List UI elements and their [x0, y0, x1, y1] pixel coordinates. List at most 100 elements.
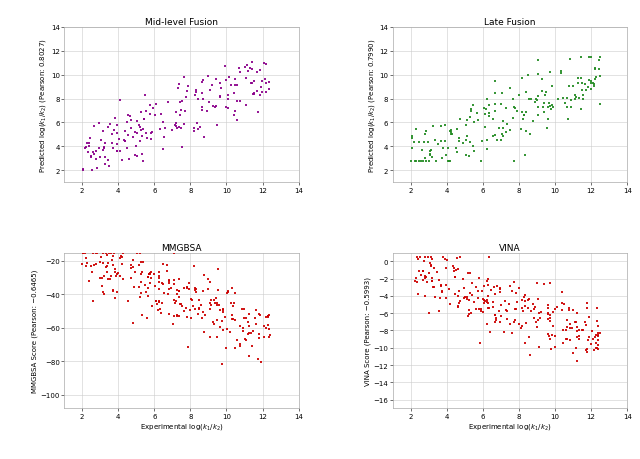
- Point: [543, 331, 553, 338]
- Point: [511, 305, 522, 313]
- Point: [452, 149, 462, 156]
- Point: [132, 118, 143, 126]
- Point: [179, 308, 189, 315]
- Point: [112, 140, 122, 148]
- Point: [147, 129, 157, 137]
- Point: [156, 310, 166, 318]
- Point: [420, 131, 430, 138]
- Point: [206, 302, 216, 309]
- Point: [445, 129, 455, 136]
- Point: [163, 285, 173, 293]
- Point: [235, 323, 245, 330]
- Point: [497, 90, 507, 98]
- Point: [573, 326, 584, 334]
- Point: [490, 311, 500, 319]
- Point: [490, 78, 500, 86]
- Point: [518, 112, 529, 119]
- Point: [126, 125, 136, 133]
- Point: [205, 334, 215, 341]
- Point: [228, 316, 238, 323]
- Point: [595, 54, 605, 61]
- Point: [158, 281, 168, 288]
- Point: [197, 79, 207, 86]
- Point: [154, 297, 164, 305]
- Point: [97, 275, 107, 282]
- Point: [482, 146, 492, 154]
- Point: [497, 125, 508, 133]
- Point: [184, 306, 195, 313]
- Point: [111, 270, 122, 278]
- Point: [134, 262, 144, 269]
- Point: [490, 311, 500, 319]
- Point: [260, 77, 270, 84]
- Y-axis label: MMGBSA Score (Pearson: −0.6465): MMGBSA Score (Pearson: −0.6465): [31, 269, 38, 392]
- Point: [212, 334, 222, 341]
- Point: [122, 118, 132, 126]
- Point: [509, 306, 520, 313]
- Point: [547, 84, 557, 91]
- Point: [423, 139, 433, 146]
- Point: [132, 249, 143, 257]
- Point: [136, 127, 147, 134]
- Point: [591, 332, 601, 339]
- Point: [246, 59, 257, 67]
- Point: [455, 117, 465, 124]
- Point: [218, 306, 228, 313]
- Point: [95, 137, 106, 144]
- Point: [516, 126, 527, 134]
- Point: [190, 92, 200, 99]
- Point: [469, 119, 479, 126]
- Point: [86, 168, 97, 175]
- Point: [241, 102, 252, 109]
- Point: [198, 77, 208, 84]
- Point: [218, 306, 228, 313]
- Point: [242, 62, 252, 69]
- Point: [112, 148, 122, 156]
- Point: [466, 108, 476, 116]
- Point: [209, 320, 219, 328]
- Point: [247, 342, 257, 350]
- Point: [150, 112, 161, 119]
- Point: [137, 312, 147, 319]
- Point: [580, 322, 591, 329]
- Point: [495, 288, 505, 296]
- Point: [257, 78, 267, 85]
- Point: [588, 336, 598, 343]
- Point: [139, 116, 149, 123]
- Point: [158, 119, 168, 126]
- Point: [552, 303, 562, 311]
- Point: [205, 87, 216, 95]
- Point: [97, 260, 108, 268]
- Point: [490, 101, 500, 108]
- Point: [545, 314, 556, 322]
- Point: [438, 146, 448, 153]
- Point: [550, 344, 560, 351]
- Point: [207, 83, 217, 90]
- Point: [523, 297, 533, 304]
- Y-axis label: Predicted log($k_1$/$k_2$) (Pearson: 0.8027): Predicted log($k_1$/$k_2$) (Pearson: 0.8…: [38, 38, 48, 173]
- Point: [146, 275, 156, 283]
- Point: [265, 331, 275, 339]
- Point: [260, 325, 271, 332]
- Point: [109, 265, 120, 273]
- Point: [78, 168, 88, 175]
- Point: [182, 89, 193, 96]
- Point: [235, 343, 245, 350]
- Point: [99, 291, 109, 298]
- Point: [502, 308, 513, 315]
- Point: [224, 74, 234, 82]
- Point: [514, 320, 524, 327]
- Point: [446, 129, 456, 136]
- Point: [212, 302, 222, 309]
- Point: [154, 298, 164, 306]
- Point: [434, 307, 444, 314]
- Point: [239, 306, 249, 313]
- Point: [467, 280, 477, 287]
- Point: [458, 276, 468, 284]
- Point: [543, 316, 554, 323]
- Point: [479, 297, 490, 305]
- Point: [186, 315, 196, 322]
- Point: [522, 89, 532, 96]
- Point: [421, 158, 431, 165]
- Point: [424, 269, 434, 277]
